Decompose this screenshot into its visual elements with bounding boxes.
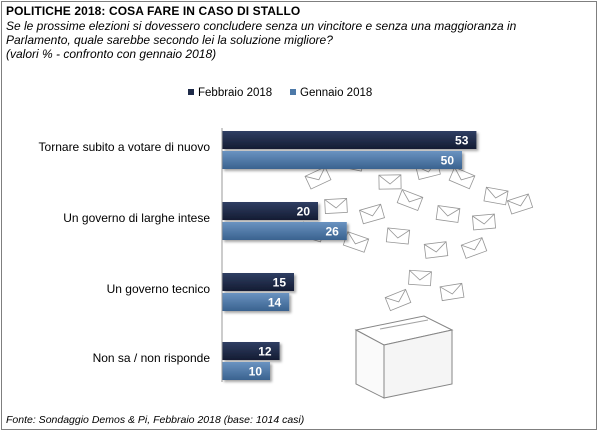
bar-gennaio-2018-tornare-subito-a-votare-di-nuovo bbox=[222, 151, 462, 169]
envelope-icon bbox=[471, 213, 497, 231]
category-label-un-governo-tecnico: Un governo tecnico bbox=[107, 282, 211, 296]
bar-gennaio-2018-non-sa-non-risponde bbox=[222, 362, 270, 380]
bar-febbraio-2018-un-governo-di-larghe-intese bbox=[222, 202, 318, 220]
envelope-icon bbox=[359, 203, 385, 225]
legend-swatch bbox=[188, 89, 194, 95]
ballot-illustration bbox=[298, 152, 534, 399]
category-labels: Tornare subito a votare di nuovo Un gover… bbox=[39, 140, 211, 365]
data-label: 14 bbox=[268, 296, 282, 310]
envelope-icon bbox=[448, 166, 476, 190]
bar-febbraio-2018-non-sa-non-risponde bbox=[222, 342, 280, 360]
data-label: 26 bbox=[325, 225, 339, 239]
bar-febbraio-2018-un-governo-tecnico bbox=[222, 273, 294, 291]
bar-febbraio-2018-tornare-subito-a-votare-di-nuovo bbox=[222, 131, 477, 149]
category-label-un-governo-di-larghe-intese: Un governo di larghe intese bbox=[63, 211, 210, 225]
data-label: 10 bbox=[249, 365, 263, 379]
envelope-icon bbox=[506, 193, 534, 215]
category-label-tornare-subito-a-votare-di-nuovo: Tornare subito a votare di nuovo bbox=[39, 140, 211, 154]
chart-legend: Febbraio 2018 Gennaio 2018 bbox=[188, 87, 372, 99]
data-label: 50 bbox=[441, 154, 455, 168]
envelope-icons bbox=[298, 152, 534, 312]
envelope-icon bbox=[385, 227, 411, 245]
data-label: 53 bbox=[455, 134, 469, 148]
legend-label: Gennaio 2018 bbox=[300, 87, 372, 99]
envelope-icon bbox=[435, 205, 461, 223]
envelope-icon bbox=[408, 269, 432, 287]
chart-title: POLITICHE 2018: COSA FARE IN CASO DI STA… bbox=[6, 4, 301, 18]
legend-item-gennaio-2018: Gennaio 2018 bbox=[290, 87, 372, 99]
envelope-icon bbox=[378, 174, 402, 190]
bar-gennaio-2018-un-governo-di-larghe-intese bbox=[222, 222, 347, 240]
envelope-icon bbox=[423, 241, 449, 259]
bar-gennaio-2018-un-governo-tecnico bbox=[222, 293, 290, 311]
envelope-icon bbox=[460, 237, 488, 259]
envelope-icon bbox=[324, 198, 348, 214]
source-footnote: Fonte: Sondaggio Demos & Pi, Febbraio 20… bbox=[6, 414, 305, 426]
ballot-box-icon bbox=[354, 315, 454, 399]
envelope-icon bbox=[304, 166, 332, 190]
legend-swatch bbox=[290, 89, 296, 95]
envelope-icon bbox=[439, 282, 465, 302]
envelope-icon bbox=[396, 189, 424, 211]
data-label: 15 bbox=[273, 276, 287, 290]
envelope-icon bbox=[483, 186, 509, 206]
chart-subtitle: Se le prossime elezioni si dovessero con… bbox=[6, 19, 517, 61]
envelope-icon bbox=[384, 288, 412, 312]
category-label-non-sa-non-risponde: Non sa / non risponde bbox=[93, 351, 211, 365]
envelope-icon bbox=[342, 231, 370, 253]
data-label: 20 bbox=[297, 205, 311, 219]
data-label: 12 bbox=[258, 345, 272, 359]
legend-label: Febbraio 2018 bbox=[198, 87, 272, 99]
legend-item-febbraio-2018: Febbraio 2018 bbox=[188, 87, 272, 99]
